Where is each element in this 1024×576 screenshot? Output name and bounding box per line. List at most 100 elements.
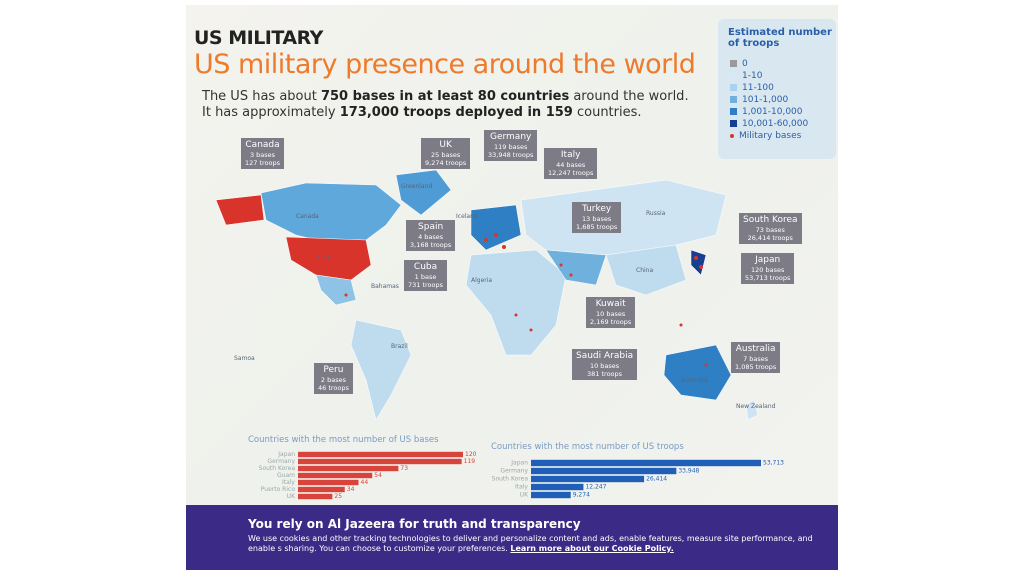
title: US military presence around the world [194, 49, 696, 80]
highlight: 173,000 troops deployed in 159 [339, 105, 573, 120]
callout-country: Cuba [413, 262, 438, 272]
callout-bases: 2 bases [320, 376, 346, 384]
legend: Estimated number of troops 0 1-10 11-100 10… [718, 19, 836, 159]
callout-bases: 3 bases [249, 151, 276, 159]
map-label: Samoa [234, 355, 255, 362]
legend-item: 10,001-60,000 [730, 119, 808, 129]
map-label: Australia [681, 377, 708, 384]
callout-bases: 10 bases [589, 362, 620, 370]
cookie-policy-link[interactable]: Learn more about our Cookie Policy. [510, 544, 674, 553]
map-label: Russia [646, 210, 666, 217]
bar-category: Guam [277, 472, 295, 479]
callout-troops: 2,169 troops [590, 318, 632, 326]
kicker: US MILITARY [194, 27, 323, 49]
bar [298, 493, 333, 500]
bar [298, 465, 399, 472]
map-label: Algeria [471, 277, 493, 284]
map-label: Iceland [456, 213, 478, 220]
bar [531, 483, 584, 491]
bar-category: Italy [515, 484, 528, 491]
legend-title: Estimated number of troops [728, 27, 832, 49]
callout-bases: 44 bases [556, 161, 586, 169]
callout-bases: 73 bases [755, 226, 785, 234]
callout-country: Italy [560, 150, 581, 160]
bar-value: 120 [465, 451, 477, 458]
legend-swatch [730, 60, 737, 67]
text: countries. [572, 105, 642, 120]
callout-troops: 26,414 troops [747, 234, 793, 242]
legend-label: 1,001-10,000 [742, 107, 803, 117]
bar-value: 119 [464, 458, 476, 465]
callout-bases: 10 bases [596, 310, 626, 318]
legend-swatch [730, 72, 737, 79]
callout-bases: 1 base [414, 273, 437, 281]
legend-label: 10,001-60,000 [742, 119, 809, 129]
map-label: Canada [296, 213, 319, 220]
callout-bases: 4 bases [418, 233, 444, 241]
infographic: US MILITARY US military presence around … [186, 5, 838, 570]
bar-value: 12,247 [585, 484, 606, 491]
bar-value: 33,948 [678, 468, 699, 475]
callout: UK 25 bases 9,274 troops [421, 138, 471, 169]
callout-troops: 9,274 troops [425, 159, 467, 167]
bar-value: 54 [374, 472, 382, 479]
callout-troops: 3,168 troops [410, 241, 452, 249]
callout: Australia 7 bases 1,085 troops [731, 342, 781, 373]
bar-value: 26,414 [646, 476, 667, 483]
callout-bases: 119 bases [494, 143, 528, 151]
legend-label: 101-1,000 [742, 95, 789, 105]
callout-country: UK [439, 140, 452, 150]
text: The US has about [202, 89, 321, 104]
legend-label: 1-10 [742, 71, 763, 81]
bar-category: Italy [282, 479, 295, 486]
legend-swatch [730, 84, 737, 91]
bar [298, 451, 463, 458]
map-label: Greenland [401, 183, 433, 190]
callout: Germany 119 bases 33,948 troops [484, 130, 538, 161]
banner-title: You rely on Al Jazeera for truth and tra… [248, 517, 581, 531]
bar-category: Japan [277, 451, 295, 458]
legend-item: 11-100 [730, 83, 774, 93]
bases-chart: Japan 120 Germany 119 South Korea 73 Guam 54 Ita… [259, 451, 477, 500]
legend-label: Military bases [739, 131, 802, 141]
callout-country: Peru [323, 365, 344, 375]
bar-value: 9,274 [573, 492, 590, 499]
bar-category: Germany [267, 458, 295, 465]
bar-category: Puerto Rico [261, 486, 296, 493]
callout-troops: 381 troops [587, 370, 623, 378]
bar-value: 34 [347, 486, 355, 493]
troops-chart: Japan 53,713 Germany 33,948 South Korea 26,41… [492, 459, 785, 499]
bar [298, 486, 345, 493]
callout-troops: 12,247 troops [548, 169, 594, 177]
callout-country: Japan [755, 255, 781, 265]
text: around the world. [569, 89, 689, 104]
callout-bases: 25 bases [431, 151, 461, 159]
legend-swatch [730, 108, 737, 115]
bar-value: 53,713 [763, 460, 784, 467]
callout-bases: 13 bases [582, 215, 612, 223]
callout: Cuba 1 base 731 troops [404, 260, 448, 291]
bar-category: South Korea [259, 465, 296, 472]
cookie-banner: You rely on Al Jazeera for truth and tra… [186, 505, 838, 570]
bar-category: South Korea [492, 476, 529, 483]
legend-item: 0 [730, 59, 748, 69]
text: It has approximately [202, 105, 340, 120]
highlight: 750 bases in at least 80 countries [320, 89, 570, 104]
chart-title: Countries with the most number of US bas… [248, 435, 439, 445]
callout-country: Turkey [581, 204, 612, 214]
callout-country: Spain [418, 222, 444, 232]
legend-swatch [730, 96, 737, 103]
legend-item: 101-1,000 [730, 95, 788, 105]
callout: Japan 120 bases 53,713 troops [741, 253, 795, 284]
callout: South Korea 73 bases 26,414 troops [739, 213, 802, 244]
bar [531, 467, 677, 475]
bar-category: Japan [510, 460, 528, 467]
description: The US has about 750 bases in at least 8… [202, 89, 689, 104]
callout-troops: 1,685 troops [576, 223, 618, 231]
legend-label: 11-100 [742, 83, 774, 93]
bar [531, 459, 761, 467]
callout-country: Saudi Arabia [576, 351, 634, 361]
callout-country: South Korea [743, 215, 798, 225]
callout: Turkey 13 bases 1,685 troops [572, 202, 622, 233]
